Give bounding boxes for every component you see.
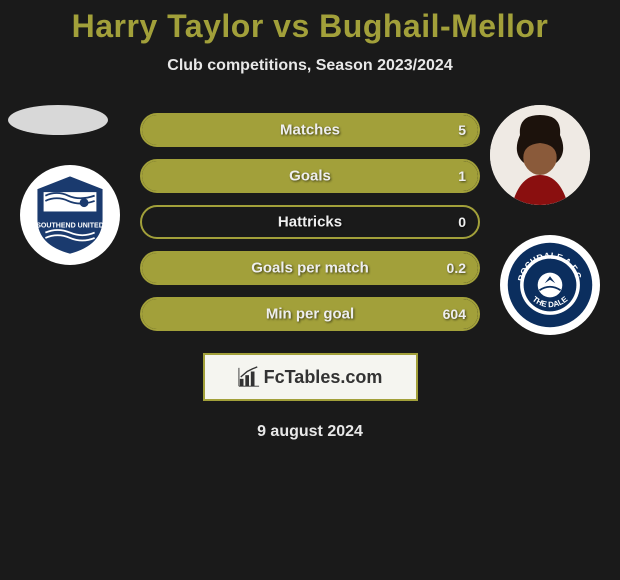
player-left-block	[8, 105, 108, 135]
svg-text:SOUTHEND UNITED: SOUTHEND UNITED	[36, 222, 104, 229]
stat-bar: Hattricks 0	[140, 205, 480, 239]
stat-bar: Goals 1	[140, 159, 480, 193]
stat-label: Goals	[289, 168, 331, 185]
stat-right-value: 0	[458, 214, 466, 230]
stat-label: Matches	[280, 122, 340, 139]
stat-bar: Matches 5	[140, 113, 480, 147]
brand-box: FcTables.com	[203, 353, 418, 401]
stat-bar: Min per goal 604	[140, 297, 480, 331]
comparison-card: Harry Taylor vs Bughail-Mellor Club comp…	[0, 0, 620, 441]
stat-bar: Goals per match 0.2	[140, 251, 480, 285]
club-right-badge: ROCHDALE A.F.C. THE DALE	[500, 235, 600, 335]
date-text: 9 august 2024	[0, 423, 620, 441]
stat-right-value: 5	[458, 122, 466, 138]
stat-right-value: 604	[443, 306, 466, 322]
stat-label: Hattricks	[278, 214, 342, 231]
player-right-avatar	[490, 105, 590, 205]
brand-text: FcTables.com	[264, 367, 383, 388]
stats-column: Matches 5 Goals 1 Hattricks 0 Goals per match 0…	[140, 113, 480, 343]
rochdale-crest-icon: ROCHDALE A.F.C. THE DALE	[506, 241, 594, 329]
page-title: Harry Taylor vs Bughail-Mellor	[0, 8, 620, 45]
stat-label: Min per goal	[266, 306, 354, 323]
main-area: SOUTHEND UNITED	[0, 105, 620, 345]
club-left-badge: SOUTHEND UNITED	[20, 165, 120, 265]
stat-right-value: 1	[458, 168, 466, 184]
stat-right-value: 0.2	[447, 260, 466, 276]
player-left-avatar-placeholder	[8, 105, 108, 135]
stat-label: Goals per match	[251, 260, 369, 277]
player-right-block	[490, 105, 590, 205]
subtitle: Club competitions, Season 2023/2024	[0, 57, 620, 75]
southend-crest-icon: SOUTHEND UNITED	[26, 171, 114, 259]
bar-chart-icon	[238, 366, 260, 388]
